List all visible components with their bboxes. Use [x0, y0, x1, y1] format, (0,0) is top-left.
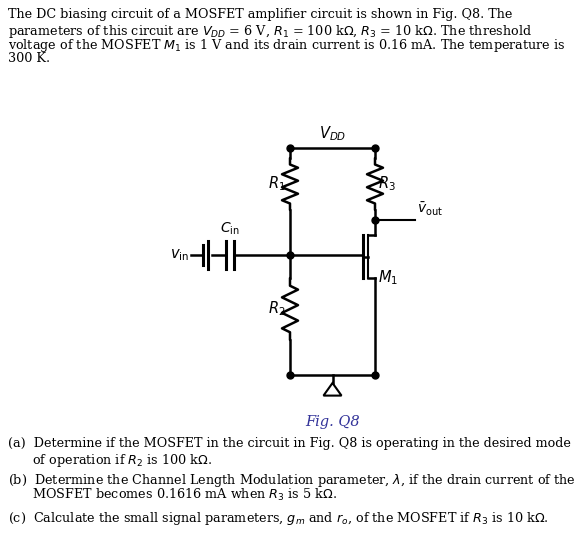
Text: Fig. Q8: Fig. Q8	[305, 415, 360, 429]
Text: 300 K.: 300 K.	[8, 52, 50, 64]
Text: $R_1$: $R_1$	[268, 175, 286, 193]
Text: $V_{DD}$: $V_{DD}$	[319, 124, 346, 143]
Text: $R_3$: $R_3$	[378, 175, 396, 193]
Text: $C_{\rm in}$: $C_{\rm in}$	[220, 221, 240, 237]
Text: (a)  Determine if the MOSFET in the circuit in Fig. Q8 is operating in the desir: (a) Determine if the MOSFET in the circu…	[8, 437, 571, 450]
Text: of operation if $R_2$ is 100 k$\Omega$.: of operation if $R_2$ is 100 k$\Omega$.	[8, 452, 212, 469]
Text: $M_1$: $M_1$	[378, 269, 398, 287]
Text: (c)  Calculate the small signal parameters, $g_m$ and $r_o$, of the MOSFET if $R: (c) Calculate the small signal parameter…	[8, 510, 548, 527]
Text: The DC biasing circuit of a MOSFET amplifier circuit is shown in Fig. Q8. The: The DC biasing circuit of a MOSFET ampli…	[8, 8, 512, 21]
Text: parameters of this circuit are $V_{DD}$ = 6 V, $R_1$ = 100 k$\Omega$, $R_3$ = 10: parameters of this circuit are $V_{DD}$ …	[8, 22, 532, 40]
Text: $v_{\rm in}$: $v_{\rm in}$	[170, 247, 189, 263]
Text: (b)  Determine the Channel Length Modulation parameter, $\lambda$, if the drain : (b) Determine the Channel Length Modulat…	[8, 472, 576, 489]
Text: $R_2$: $R_2$	[268, 300, 286, 318]
Text: MOSFET becomes 0.1616 mA when $R_3$ is 5 k$\Omega$.: MOSFET becomes 0.1616 mA when $R_3$ is 5…	[8, 487, 337, 503]
Text: $\bar{v}_{\rm out}$: $\bar{v}_{\rm out}$	[417, 201, 443, 218]
Text: voltage of the MOSFET $M_1$ is 1 V and its drain current is 0.16 mA. The tempera: voltage of the MOSFET $M_1$ is 1 V and i…	[8, 37, 565, 54]
